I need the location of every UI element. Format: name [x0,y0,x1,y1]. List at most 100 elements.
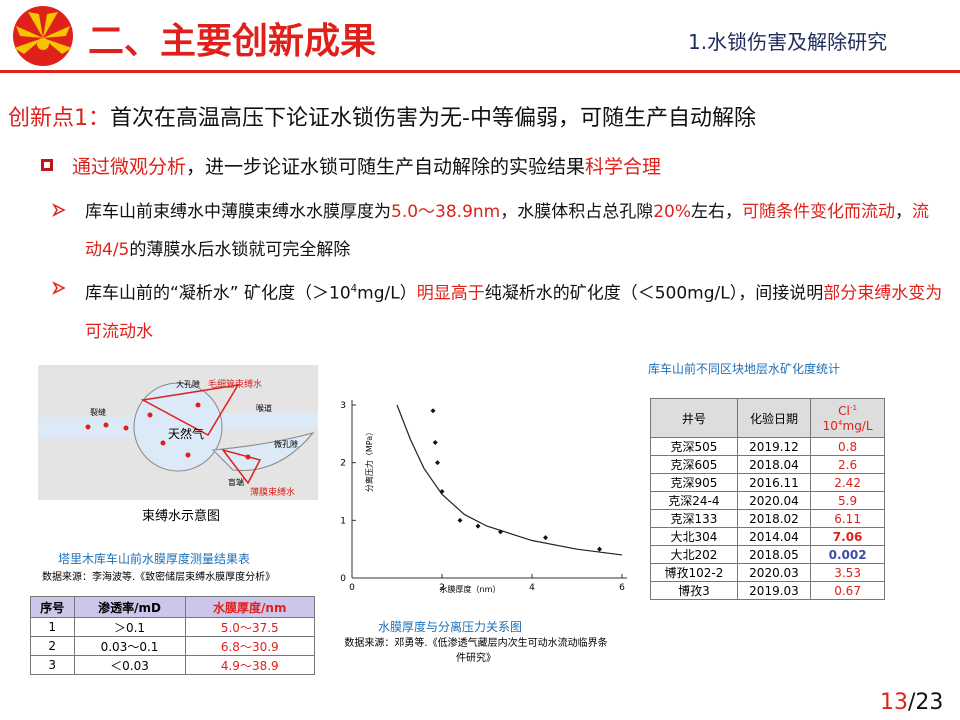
text-run: 纯凝析水的矿化度（＜500mg/L），间接说明 [484,283,824,304]
text-run: 首次在高温高压下论证水锁伤害为无-中等偏弱，可随生产自动解除 [110,106,756,131]
header-line: Cl-1 [811,403,884,418]
text-run: mg/L） [357,283,417,304]
text-run: 创新点1： [8,106,110,131]
cell: 博孜102-2 [650,563,738,582]
row: 克深905 2016.11 2.42 [650,473,885,492]
diagram-label: 裂缝 [90,407,106,417]
text-run: ，进一步论证水锁可随生产自动解除的实验结果 [186,156,586,178]
text-run: 左右， [691,202,743,222]
cell: 2014.04 [736,527,812,546]
row: 博孜3 2019.03 0.67 [650,581,885,600]
point [457,517,463,523]
cell: 大北202 [650,545,738,564]
header-row: 序号 渗透率/mD 水膜厚度/nm [30,596,316,618]
cell: 2019.03 [736,581,812,600]
text-run: 可随条件变化而流动 [742,202,896,222]
source: 数据来源：李海波等.《致密储层束缚水膜厚度分析》 [42,572,276,583]
cell: 2018.02 [736,509,812,528]
text-run: 通过微观分析 [72,156,187,178]
cell: ＜0.03 [73,655,186,675]
text-run: 4 [350,284,358,295]
y-tick-label: 2 [340,459,346,469]
point: 库车山前束缚水中薄膜束缚水水膜厚度为5.0～38.9nm，水膜体积占总孔隙20%… [85,193,945,269]
chart-title: 水膜厚度与分离压力关系图 [378,620,523,634]
point: 库车山前的“凝析水” 矿化度（＞104mg/L）明显高于纯凝析水的矿化度（＜50… [85,271,945,351]
point [432,439,438,445]
text-run: 明显高于 [416,283,485,304]
text-run: /23 [908,690,944,715]
cell: 4.9～38.9 [184,655,316,675]
text-run: 5.0～38.9nm [391,202,501,222]
text-run: -1 [849,403,858,412]
cell: 博孜3 [650,581,738,600]
diagram-label: 盲端 [228,477,244,487]
arrow-icon [52,203,66,217]
cell: 2018.04 [736,455,812,474]
header-rule [0,70,960,73]
cell: 5.0～37.5 [184,617,316,637]
bullet-icon [41,159,53,171]
text-run: 库车山前的“凝析水” 矿化度（＞10 [85,283,351,304]
header-cell: 井号 [650,398,738,438]
cell: 2.6 [810,455,885,474]
film-table: 序号 渗透率/mD 水膜厚度/nm 1 ＞0.1 5.0～37.5 2 0.03～0.1 6.8… [30,596,316,675]
row: 克深24-4 2020.04 5.9 [650,491,885,510]
text-run: 流动4/5 [85,202,930,260]
section: 1.水锁伤害及解除研究 [688,30,888,54]
text-run: 10 [822,419,838,433]
logo [13,6,73,66]
text-run: ， [895,202,913,222]
curve [396,404,623,556]
arrow-icon [52,281,66,295]
header-cell: Cl-1 104mg/L [810,398,885,438]
row: 博孜102-2 2020.03 3.53 [650,563,885,582]
cell: 3.53 [810,563,885,582]
y-axis-label: 分离压力（MPa） [364,428,374,492]
table-title: 塔里木库车山前水膜厚度测量结果表 [58,552,251,566]
y-tick-label: 0 [340,574,346,584]
text-run: 20% [653,202,692,222]
header-cell: 序号 [30,596,75,618]
cell: 0.8 [810,437,885,456]
point [543,535,548,541]
title: 二、主要创新成果 [88,21,377,62]
cell: 2019.12 [736,437,812,456]
x-tick-label: 6 [619,583,625,593]
bullet: 通过微观分析，进一步论证水锁可随生产自动解除的实验结果科学合理 [72,152,661,179]
row: 克深605 2018.04 2.6 [650,455,885,474]
x-axis-label: 水膜厚度（nm） [440,584,501,594]
x-tick-label: 4 [529,583,535,593]
header-line: 104mg/L [811,418,884,433]
diagram: 大孔隙 毛细管束缚水 喉道 裂缝 天然气 微孔隙 盲端 薄膜束缚水 [38,365,318,500]
cell: 克深133 [650,509,738,528]
table-title: 库车山前不同区块地层水矿化度统计 [648,362,841,376]
header-cell: 水膜厚度/nm [184,596,316,618]
diagram-label: 天然气 [168,426,204,441]
caption: 束缚水示意图 [142,509,221,524]
text-run: ，水膜体积占总孔隙 [500,202,654,222]
cell: 6.11 [810,509,885,528]
cell: 2.42 [810,473,885,492]
cell: 0.67 [810,581,885,600]
page-number: 13/23 [880,690,943,715]
row: 大北202 2018.05 0.002 [650,545,885,564]
point [435,460,440,466]
point [498,529,503,535]
text-run: 的薄膜水后水锁就可完全解除 [129,240,351,260]
diagram-label: 毛细管束缚水 [208,378,262,390]
x-tick-label: 0 [349,583,355,593]
cell: 克深24-4 [650,491,738,510]
cell: 0.002 [810,545,885,564]
diagram-label: 薄膜束缚水 [250,486,295,498]
y-tick-label: 1 [340,516,346,526]
text-run: mg/L [842,419,873,433]
y-tick-label: 3 [340,401,346,411]
text-run: 科学合理 [585,156,662,178]
salinity-table: 井号 化验日期 Cl-1 104mg/L 克深505 2019.12 0.8 克深605 201… [650,398,885,600]
x-tick-label: 2 [439,583,445,593]
text-run: 库车山前束缚水中薄膜束缚水水膜厚度为 [85,202,391,222]
text-run: 4 [837,418,843,427]
row: 2 0.03～0.1 6.8～30.9 [30,636,316,656]
